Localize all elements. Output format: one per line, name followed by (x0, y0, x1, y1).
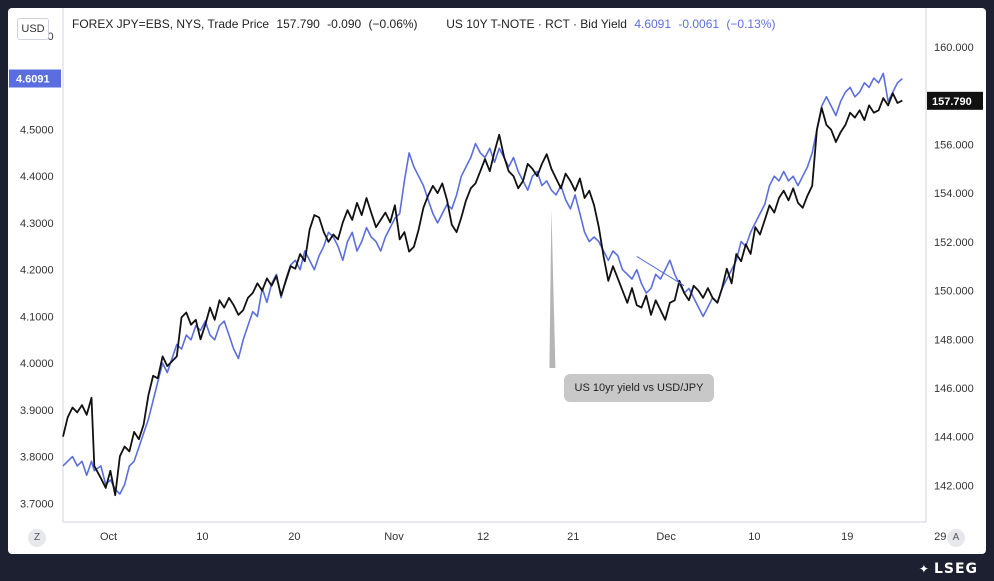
left-tick-label: 4.0000 (20, 358, 54, 370)
auto-scale-left-button[interactable]: Z (28, 529, 46, 547)
annotation-pointer (549, 208, 556, 368)
right-tick-label: 150.000 (934, 286, 974, 298)
brand-text: LSEG (933, 561, 978, 577)
x-tick-label: 29 (934, 531, 946, 543)
right-tick-label: 152.000 (934, 237, 974, 249)
left-tick-label: 3.9000 (20, 405, 54, 417)
x-tick-label: Nov (384, 531, 404, 543)
chart-legend: FOREX JPY=EBS, NYS, Trade Price 157.790 … (72, 17, 779, 31)
x-tick-label: 10 (196, 531, 208, 543)
series-line-jpy (62, 92, 903, 497)
right-last-value-text: 157.790 (932, 96, 972, 108)
series-line-yield (62, 72, 903, 495)
left-tick-label: 4.2000 (20, 265, 54, 277)
right-tick-label: 142.000 (934, 480, 974, 492)
x-tick-label: Oct (100, 531, 117, 543)
annotation-connector (636, 256, 685, 287)
legend-ust-change: -0.0061 (678, 17, 720, 31)
legend-ust-price: 4.6091 (634, 17, 672, 31)
right-tick-label: 160.000 (934, 42, 974, 54)
x-tick-label: 19 (841, 531, 853, 543)
x-tick-label: 20 (288, 531, 300, 543)
left-tick-label: 4.3000 (20, 218, 54, 230)
right-tick-label: 156.000 (934, 139, 974, 151)
legend-ust-pct: (−0.13%) (726, 17, 776, 31)
legend-jpy-name: FOREX JPY=EBS, NYS, Trade Price (72, 17, 270, 31)
x-tick-label: 10 (748, 531, 760, 543)
left-tick-label: 3.8000 (20, 452, 54, 464)
left-tick-label: 3.7000 (20, 498, 54, 510)
left-tick-label: 4.5000 (20, 124, 54, 136)
right-tick-label: 154.000 (934, 188, 974, 200)
left-tick-label: 4.4000 (20, 171, 54, 183)
left-last-value-tag (9, 69, 61, 88)
left-axis-unit[interactable]: USD (17, 18, 49, 40)
legend-jpy-pct: (−0.06%) (368, 17, 418, 31)
left-last-value-text: 4.6091 (16, 74, 50, 86)
legend-ust-name: US 10Y T-NOTE · RCT · Bid Yield (446, 17, 627, 31)
brand-logo: ✦ LSEG (919, 561, 978, 577)
chart-canvas: 3.7000 3.8000 3.9000 4.0000 4.1000 4.2000 4.30… (9, 8, 983, 543)
right-tick-label: 146.000 (934, 383, 974, 395)
legend-jpy-change: -0.090 (327, 17, 362, 31)
legend-jpy-price: 157.790 (276, 17, 320, 31)
x-tick-label: 12 (477, 531, 489, 543)
annotation-label: US 10yr yield vs USD/JPY (564, 374, 714, 402)
bird-icon: ✦ (918, 562, 930, 576)
right-last-value-tag (927, 91, 983, 110)
x-tick-label: Dec (656, 531, 676, 543)
right-tick-label: 148.000 (934, 334, 974, 346)
chart-panel: 3.7000 3.8000 3.9000 4.0000 4.1000 4.2000 4.30… (8, 8, 986, 554)
right-tick-label: 144.000 (934, 432, 974, 444)
x-tick-label: 21 (567, 531, 579, 543)
left-tick-label: 4.1000 (20, 311, 54, 323)
auto-scale-right-button[interactable]: A (947, 529, 965, 547)
